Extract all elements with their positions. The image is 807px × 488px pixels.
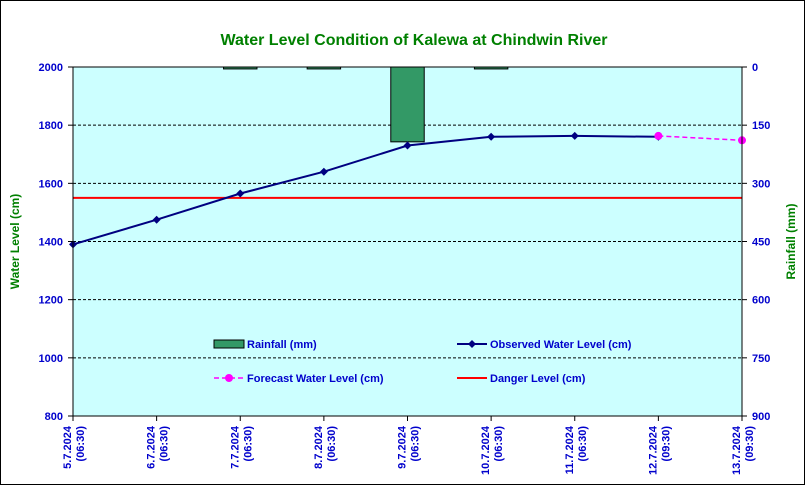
- x-tick-label: (09:30): [660, 426, 672, 462]
- y-tick-label: 1800: [39, 120, 63, 132]
- x-tick-label: 12.7.2024: [647, 425, 659, 475]
- legend-observed-marker: [468, 340, 476, 348]
- x-tick-label: (06:30): [577, 426, 589, 462]
- x-tick-label: 10.7.2024: [480, 425, 492, 475]
- observed-point: [487, 132, 496, 141]
- x-tick-label: 6.7.2024: [146, 425, 158, 469]
- forecast-line: [658, 135, 743, 142]
- x-tick-label: (09:30): [744, 426, 756, 462]
- observed-point: [236, 189, 245, 198]
- right-axis-ticks: 0 150 300 450 600 750 900: [742, 62, 770, 423]
- y2-tick-label: 150: [752, 120, 770, 132]
- left-axis-ticks: 800 1000 1200 1400 1600 1800 2000: [39, 62, 73, 423]
- rainfall-bar: [390, 66, 425, 143]
- legend: Rainfall (mm) Observed Water Level (cm) Fo…: [213, 339, 632, 385]
- forecast-point: [654, 131, 663, 140]
- y2-tick-label: 750: [752, 353, 770, 365]
- x-tick-label: 9.7.2024: [397, 425, 409, 469]
- y-tick-label: 2000: [39, 62, 63, 74]
- y2-axis-title: Rainfall (mm): [784, 203, 798, 279]
- legend-label: Rainfall (mm): [247, 339, 317, 351]
- x-axis-ticks: 5.7.2024 (06:30) 6.7.2024 (06:30) 7.7.2024 (0…: [62, 416, 756, 475]
- y-tick-label: 1000: [39, 353, 63, 365]
- x-tick-label: 8.7.2024: [313, 425, 325, 469]
- observed-point: [570, 131, 579, 140]
- legend-label: Observed Water Level (cm): [490, 339, 632, 351]
- legend-label: Danger Level (cm): [490, 373, 586, 385]
- x-tick-label: (06:30): [75, 426, 87, 462]
- legend-label: Forecast Water Level (cm): [247, 373, 384, 385]
- y2-tick-label: 0: [752, 62, 758, 74]
- x-tick-label: 11.7.2024: [564, 425, 576, 474]
- x-tick-label: (06:30): [493, 426, 505, 462]
- y2-tick-label: 600: [752, 295, 770, 307]
- chart-title: Water Level Condition of Kalewa at Chind…: [220, 32, 607, 49]
- x-tick-label: (06:30): [159, 426, 171, 462]
- x-tick-label: (06:30): [410, 426, 422, 462]
- y2-tick-label: 300: [752, 178, 770, 190]
- y2-tick-label: 450: [752, 237, 770, 249]
- y2-tick-label: 900: [752, 411, 770, 423]
- x-tick-label: 7.7.2024: [229, 425, 241, 469]
- y-tick-label: 1400: [39, 237, 63, 249]
- y-tick-label: 1200: [39, 295, 63, 307]
- gridlines: [73, 124, 742, 359]
- x-tick-label: (06:30): [242, 426, 254, 462]
- observed-line: [72, 134, 659, 246]
- observed-point: [403, 141, 412, 150]
- legend-rainfall-swatch: [213, 339, 245, 349]
- y-tick-label: 800: [45, 411, 63, 423]
- observed-point: [152, 215, 161, 224]
- x-tick-label: (06:30): [326, 426, 338, 462]
- legend-forecast-marker: [225, 374, 233, 382]
- observed-point: [319, 167, 328, 176]
- y-axis-title: Water Level (cm): [8, 194, 22, 290]
- x-tick-label: 13.7.2024: [731, 425, 743, 475]
- x-tick-label: 5.7.2024: [62, 425, 74, 469]
- y-tick-label: 1600: [39, 178, 63, 190]
